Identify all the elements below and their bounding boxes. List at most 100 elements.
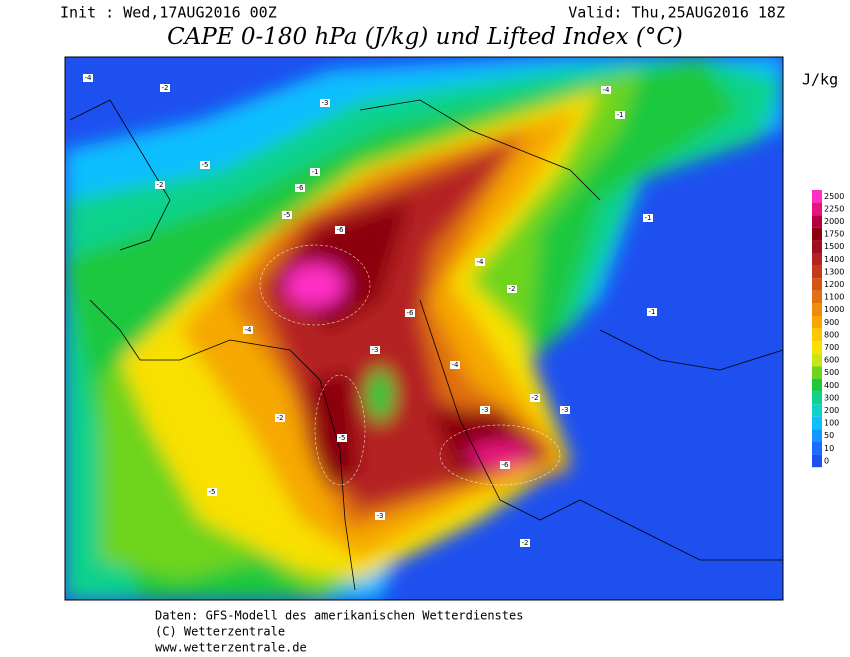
contour-label: -2 <box>522 539 529 547</box>
contour-label: -4 <box>603 86 611 94</box>
colorbar-swatch <box>812 341 822 354</box>
colorbar-label: 2500 <box>824 192 844 201</box>
valid-time: Valid: Thu,25AUG2016 18Z <box>568 4 785 22</box>
colorbar-label: 50 <box>824 431 834 440</box>
colorbar-label: 1400 <box>824 255 844 264</box>
contour-label-box <box>310 168 320 176</box>
colorbar-swatch <box>812 202 822 216</box>
colorbar-label: 800 <box>824 330 839 339</box>
contour-label: -5 <box>209 488 216 496</box>
contour-label: -3 <box>562 406 569 414</box>
contour-label-box <box>601 86 611 94</box>
colorbar: 2500225020001750150014001300120011001000… <box>812 190 844 468</box>
colorbar-swatch <box>812 278 822 291</box>
contour-label-box <box>520 539 530 547</box>
contour-label: -3 <box>322 99 329 107</box>
colorbar-label: 100 <box>824 419 839 428</box>
contour-label: -5 <box>284 211 291 219</box>
colorbar-label: 2250 <box>824 204 844 213</box>
colorbar-label: 700 <box>824 343 839 352</box>
colorbar-label: 1300 <box>824 267 844 276</box>
contour-label-box <box>335 226 345 234</box>
contour-label: -1 <box>649 308 656 316</box>
contour-label-box <box>275 414 285 422</box>
contour-label-box <box>500 461 510 469</box>
contour-label: -4 <box>245 326 253 334</box>
colorbar-label: 0 <box>824 456 829 465</box>
contour-label: -4 <box>85 74 93 82</box>
colorbar-label: 2000 <box>824 217 844 226</box>
contour-label-box <box>155 181 165 189</box>
contour-label: -3 <box>372 346 379 354</box>
footer-line: Daten: GFS-Modell des amerikanischen Wet… <box>155 609 523 623</box>
contour-label-box <box>83 74 93 82</box>
contour-label-box <box>295 184 305 192</box>
colorbar-swatch <box>812 328 822 342</box>
init-time: Init : Wed,17AUG2016 00Z <box>60 4 277 22</box>
contour-label-box <box>647 308 657 316</box>
colorbar-swatch <box>812 366 822 379</box>
colorbar-label: 300 <box>824 393 839 402</box>
colorbar-swatch <box>812 454 822 468</box>
colorbar-swatch <box>812 215 822 228</box>
contour-label-box <box>480 406 490 414</box>
title: CAPE 0-180 hPa (J/kg) und Lifted Index (… <box>167 24 683 50</box>
contour-label: -3 <box>377 512 384 520</box>
colorbar-swatch <box>812 240 822 253</box>
colorbar-swatch <box>812 227 822 241</box>
contour-label-box <box>200 161 210 169</box>
contour-label: -2 <box>162 84 169 92</box>
contour-label: -6 <box>407 309 415 317</box>
legend-unit: J/kg <box>802 71 838 89</box>
colorbar-swatch <box>812 265 822 279</box>
map <box>65 57 783 600</box>
contour-label-box <box>320 99 330 107</box>
colorbar-label: 10 <box>824 444 834 453</box>
contour-label-box <box>475 258 485 266</box>
contour-label-box <box>243 326 253 334</box>
contour-label-box <box>375 512 385 520</box>
contour-label-box <box>615 111 625 119</box>
footer-line: (C) Wetterzentrale <box>155 625 285 639</box>
contour-label: -5 <box>339 434 346 442</box>
colorbar-swatch <box>812 303 822 316</box>
contour-label-box <box>405 309 415 317</box>
colorbar-swatch <box>812 442 822 455</box>
contour-label: -3 <box>482 406 489 414</box>
contour-label-box <box>282 211 292 219</box>
colorbar-label: 900 <box>824 318 839 327</box>
contour-label: -2 <box>157 181 164 189</box>
colorbar-label: 600 <box>824 356 839 365</box>
contour-label: -6 <box>502 461 510 469</box>
contour-label-box <box>507 285 517 293</box>
contour-label: -1 <box>645 214 652 222</box>
contour-label: -4 <box>477 258 485 266</box>
contour-labels: -4 -2 -5 -6 -3 -1 -2 -4 -5 -6 -3 -4 -2 -1 -6 -5 -3 -2 -4 -1… <box>83 74 657 547</box>
contour-label-box <box>337 434 347 442</box>
contour-label-box <box>560 406 570 414</box>
footer-line: www.wetterzentrale.de <box>155 641 307 655</box>
colorbar-label: 1000 <box>824 305 844 314</box>
colorbar-label: 400 <box>824 381 839 390</box>
colorbar-swatch <box>812 290 822 304</box>
colorbar-swatch <box>812 316 822 329</box>
contour-label: -2 <box>532 394 539 402</box>
contour-label: -4 <box>452 361 460 369</box>
contour-label: -2 <box>277 414 284 422</box>
colorbar-label: 1200 <box>824 280 844 289</box>
colorbar-swatch <box>812 429 822 442</box>
contour-label: -1 <box>617 111 624 119</box>
colorbar-swatch <box>812 391 822 405</box>
colorbar-label: 200 <box>824 406 839 415</box>
colorbar-swatch <box>812 416 822 430</box>
colorbar-label: 1100 <box>824 293 844 302</box>
colorbar-label: 500 <box>824 368 839 377</box>
contour-label-box <box>370 346 380 354</box>
contour-label: -1 <box>312 168 319 176</box>
contour-label-box <box>207 488 217 496</box>
colorbar-swatch <box>812 404 822 417</box>
contour-label-box <box>160 84 170 92</box>
contour-label-box <box>643 214 653 222</box>
